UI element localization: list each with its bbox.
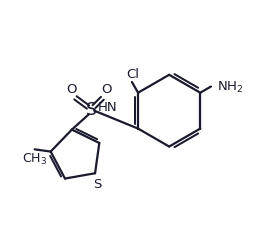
Text: CH$_3$: CH$_3$ <box>22 151 47 166</box>
Text: NH$_2$: NH$_2$ <box>217 80 244 95</box>
Text: O: O <box>66 82 77 95</box>
Text: Cl: Cl <box>126 67 139 80</box>
Text: O: O <box>101 82 111 95</box>
Text: HN: HN <box>98 100 117 113</box>
Text: S: S <box>93 177 102 190</box>
Text: S: S <box>86 101 97 119</box>
